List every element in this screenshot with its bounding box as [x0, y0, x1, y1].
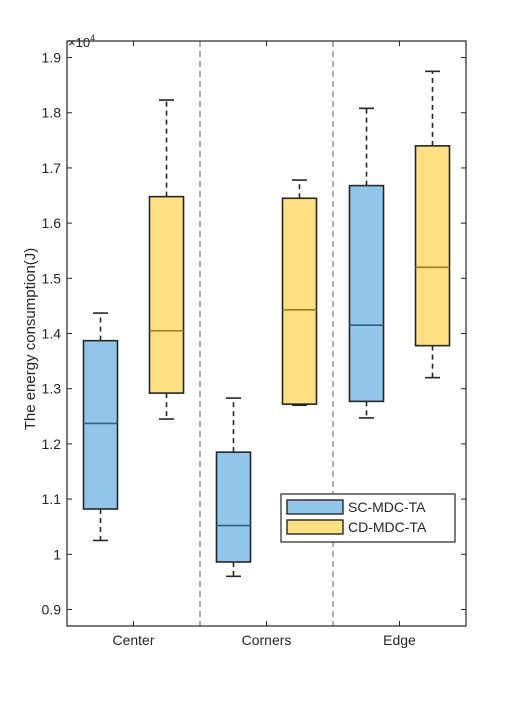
- box-cd-mdc-ta-edge: [414, 70, 451, 379]
- y-axis-label: The energy consumption(J): [22, 248, 39, 431]
- y-tick-label: 1.4: [42, 326, 62, 342]
- y-tick-label: 0.9: [42, 601, 62, 617]
- y-axis-ticks: 0.9 1 1.1 1.2 1.3 1.4 1.5 1.6 1.7 1.8 1.9: [42, 50, 466, 617]
- y-multiplier-label: ×104: [68, 33, 95, 50]
- y-tick-label: 1.1: [42, 491, 62, 507]
- x-tick-label: Corners: [242, 632, 292, 648]
- x-tick-label: Edge: [383, 632, 416, 648]
- group-separators: [199, 41, 334, 626]
- y-tick-label: 1.6: [42, 215, 62, 231]
- y-tick-label: 1.7: [42, 160, 62, 176]
- box-body: [281, 197, 318, 405]
- box-body: [414, 145, 451, 347]
- y-tick-label: 1.5: [42, 270, 62, 286]
- legend-label: CD-MDC-TA: [348, 519, 427, 535]
- y-tick-label: 1.3: [42, 381, 62, 397]
- x-tick-label: Center: [112, 632, 154, 648]
- box-marks: [82, 70, 451, 578]
- legend-swatch: [286, 499, 344, 515]
- box-body: [148, 195, 185, 394]
- y-tick-label: 1: [53, 546, 61, 562]
- box-sc-mdc-ta-edge: [348, 107, 385, 419]
- box-body: [215, 451, 252, 563]
- y-multiplier-exponent: 4: [90, 33, 95, 43]
- box-cd-mdc-ta-corners: [281, 179, 318, 407]
- y-tick-label: 1.2: [42, 436, 62, 452]
- box-sc-mdc-ta-center: [82, 312, 119, 542]
- legend-swatch: [286, 519, 344, 535]
- y-tick-label: 1.8: [42, 105, 62, 121]
- box-body: [348, 184, 385, 403]
- box-body: [82, 339, 119, 510]
- legend: SC-MDC-TA CD-MDC-TA: [280, 493, 456, 543]
- box-sc-mdc-ta-corners: [215, 397, 252, 578]
- legend-entry: SC-MDC-TA: [286, 499, 426, 515]
- box-cd-mdc-ta-center: [148, 99, 185, 420]
- x-axis-ticks: Center Corners Edge: [112, 41, 416, 648]
- y-tick-label: 1.9: [42, 50, 62, 66]
- legend-entry: CD-MDC-TA: [286, 519, 427, 535]
- legend-label: SC-MDC-TA: [348, 499, 426, 515]
